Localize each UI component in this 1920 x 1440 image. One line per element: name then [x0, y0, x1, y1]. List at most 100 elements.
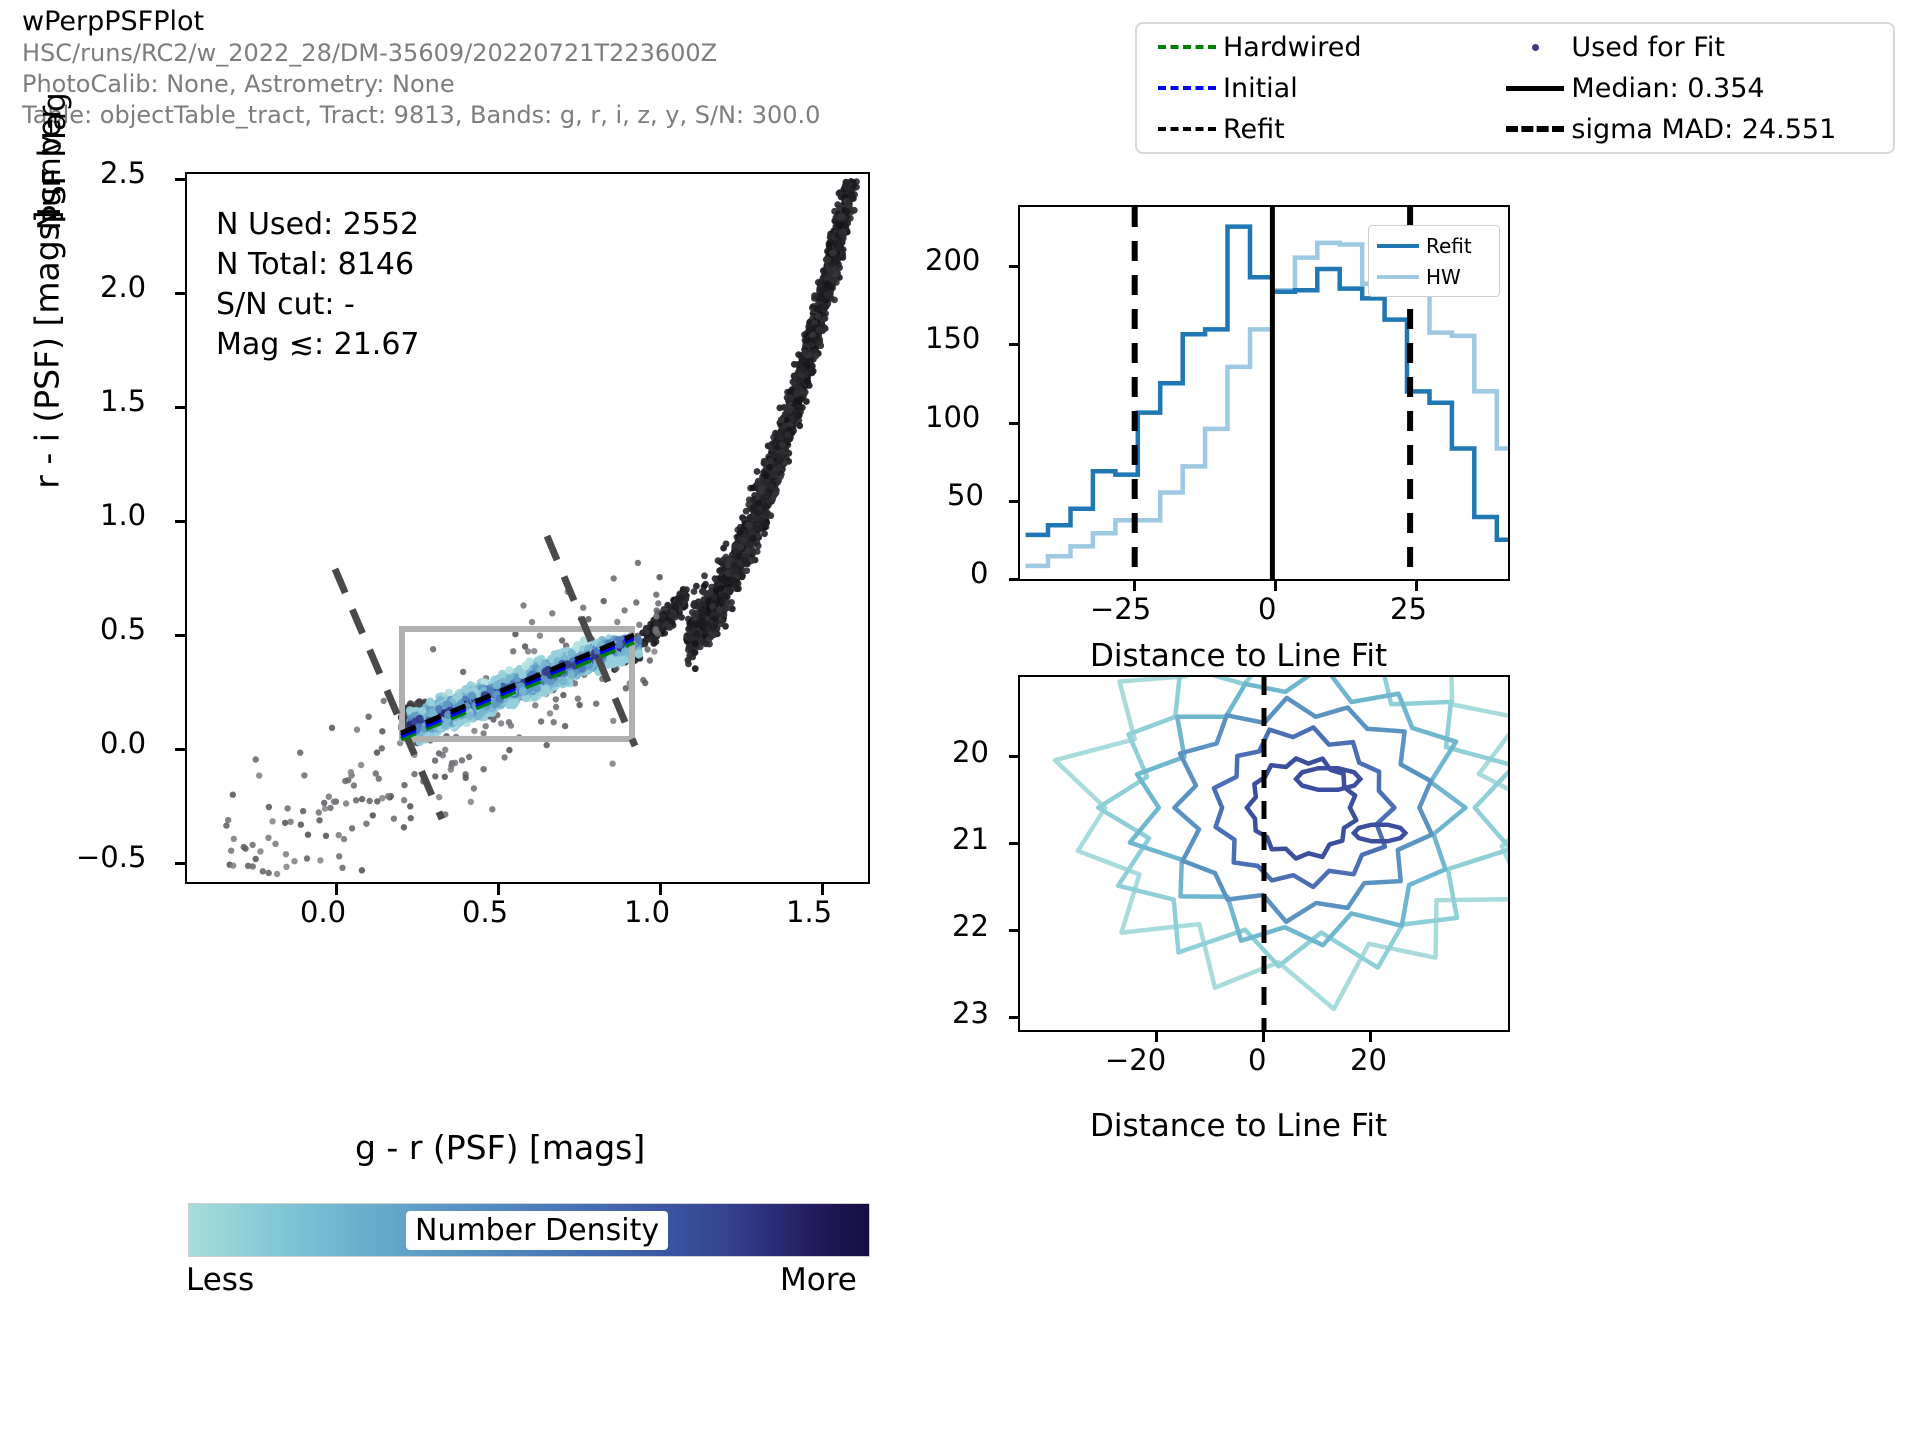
legend-label: Hardwired: [1223, 31, 1362, 63]
y-tick: [175, 178, 187, 181]
y-tick-label: 150: [925, 321, 981, 355]
y-tick: [175, 406, 187, 409]
header-table-line: Table: objectTable_tract, Tract: 9813, B…: [22, 101, 821, 130]
selection-box: [399, 626, 635, 742]
x-tick: [1133, 579, 1136, 591]
x-tick-label: 1.0: [624, 895, 671, 929]
legend-column-left: Hardwired Initial Refit: [1137, 24, 1495, 152]
y-tick-label: 20: [952, 735, 989, 769]
legend-label: Refit: [1426, 233, 1472, 258]
x-axis-title: g - r (PSF) [mags]: [355, 1128, 646, 1167]
legend-label: Median: 0.354: [1571, 72, 1765, 104]
hardwired-fit-line: [400, 639, 635, 742]
y-tick-label: 22: [952, 909, 989, 943]
colorbar-label: Number Density: [406, 1211, 669, 1250]
y-tick-label: 2.5: [100, 156, 147, 190]
y-tick-label: 1.5: [100, 384, 147, 418]
x-tick-label: 0.5: [462, 895, 509, 929]
contour-level-1: [1095, 677, 1508, 970]
x-axis-title: Distance to Line Fit: [1090, 638, 1388, 674]
contour-levels-layer: [1052, 677, 1508, 1012]
y-tick-label: 0.0: [100, 726, 147, 760]
legend-item-refit: Refit: [1151, 109, 1495, 150]
perp-guide-line-right: [543, 534, 639, 748]
contour-level-3: [1172, 695, 1435, 925]
colorbar-low-label: Less: [186, 1262, 255, 1298]
legend-item-sigma-mad: sigma MAD: 24.551: [1499, 109, 1893, 150]
contour-level-0: [1052, 677, 1508, 1012]
legend-label: sigma MAD: 24.551: [1571, 113, 1837, 145]
header-calib-line: PhotoCalib: None, Astrometry: None: [22, 70, 455, 99]
x-tick: [497, 882, 500, 895]
colour-colour-scatter-plot: [175, 172, 870, 895]
colorbar-high-label: More: [780, 1262, 857, 1298]
contour-level-4: [1211, 725, 1397, 890]
x-tick-label: 0: [1248, 1043, 1267, 1077]
y-tick: [1009, 500, 1020, 503]
histogram-legend-item-refit: Refit: [1377, 230, 1499, 261]
y-tick: [1009, 1016, 1020, 1019]
y-tick-label: 0: [970, 556, 989, 590]
legend-item-used-for-fit: Used for Fit: [1499, 27, 1893, 68]
legend-item-initial: Initial: [1151, 68, 1495, 109]
legend-item-median: Median: 0.354: [1499, 68, 1893, 109]
y-tick-label: 200: [925, 243, 981, 277]
contour-level-2: [1127, 677, 1468, 948]
legend-label: Used for Fit: [1571, 31, 1725, 63]
scatter-canvas: [223, 178, 860, 878]
dashed-green-line-icon: [1151, 45, 1223, 49]
legend-label: Refit: [1223, 113, 1285, 145]
y-tick-label: 50: [947, 478, 984, 512]
contour-canvas: [1052, 677, 1508, 1030]
page-title: wPerpPSFPlot: [22, 6, 205, 37]
y-tick-label: 23: [952, 996, 989, 1030]
perp-guide-line-left: [331, 567, 446, 821]
stat-n-used: N Used: 2552: [216, 207, 420, 242]
y-tick: [1009, 343, 1020, 346]
legend-label: HW: [1426, 264, 1461, 289]
y-tick-label: 1.0: [100, 498, 147, 532]
scatter-dot-icon: [1499, 43, 1571, 51]
y-tick: [175, 634, 187, 637]
y-tick: [175, 748, 187, 751]
x-tick: [1262, 1030, 1265, 1042]
stats-annotation: N Used: 2552 N Total: 8146 S/N cut: - Ma…: [216, 205, 420, 365]
initial-fit-line: [400, 635, 635, 739]
psfmag-contour-plot: [1009, 675, 1510, 1042]
y-axis-title: PSF Mag: [37, 92, 73, 224]
y-tick-label: 21: [952, 822, 989, 856]
x-tick: [659, 882, 662, 895]
main-legend: Hardwired Initial Refit Used for Fit Med…: [1135, 22, 1895, 154]
legend-item-hardwired: Hardwired: [1151, 27, 1495, 68]
x-tick-label: 25: [1390, 592, 1427, 626]
y-tick: [175, 862, 187, 865]
x-tick-label: 20: [1350, 1043, 1387, 1077]
x-tick: [821, 882, 824, 895]
thick-dashed-black-line-icon: [1499, 126, 1571, 132]
y-tick: [1009, 422, 1020, 425]
header-block: wPerpPSFPlot HSC/runs/RC2/w_2022_28/DM-3…: [22, 6, 902, 131]
refit-fit-line: [400, 632, 635, 736]
y-tick-label: 100: [925, 400, 981, 434]
x-tick-label: 0.0: [300, 895, 347, 929]
x-tick-label: −25: [1090, 592, 1152, 626]
contour-peak-1: [1350, 822, 1409, 844]
hw-line-icon: [1377, 274, 1419, 279]
x-axis-title: Distance to Line Fit: [1090, 1108, 1388, 1144]
x-tick: [1274, 579, 1277, 591]
contour-peak-0: [1293, 765, 1364, 793]
y-tick: [175, 292, 187, 295]
solid-black-line-icon: [1499, 85, 1571, 91]
stat-mag-limit: Mag ≲: 21.67: [216, 326, 420, 362]
y-tick-label: 2.0: [100, 270, 147, 304]
header-collection-line: HSC/runs/RC2/w_2022_28/DM-35609/20220721…: [22, 38, 718, 67]
dashed-blue-line-icon: [1151, 86, 1223, 90]
legend-label: Initial: [1223, 72, 1298, 104]
histogram-legend-item-hw: HW: [1377, 261, 1499, 292]
x-tick: [335, 882, 338, 895]
x-tick: [1155, 1030, 1158, 1042]
y-tick: [1009, 842, 1020, 845]
x-tick: [1369, 1030, 1372, 1042]
x-tick-label: 0: [1258, 592, 1277, 626]
histogram-legend: Refit HW: [1368, 225, 1500, 297]
